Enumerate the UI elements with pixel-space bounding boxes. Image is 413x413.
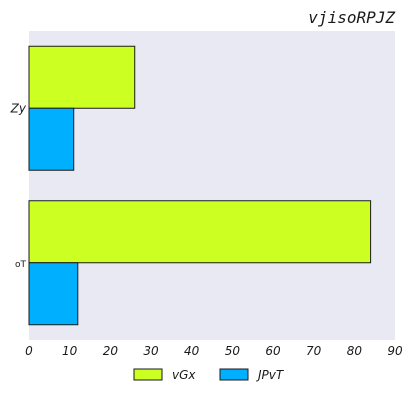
- bar-JPvT-Zy: [28, 107, 75, 171]
- x-tick-labels: 0 10 20 30 40 50 60 70 80 90: [25, 344, 403, 358]
- bars-group: [28, 45, 372, 326]
- x-tick-label: 50: [225, 344, 241, 358]
- chart-title: vjisoRPJZ: [308, 8, 395, 27]
- x-tick-label: 20: [103, 344, 119, 358]
- x-tick-label: 10: [62, 344, 78, 358]
- legend-swatch-vGx: [133, 368, 163, 381]
- x-tick-label: 0: [25, 344, 33, 358]
- legend-label-JPvT: JPvT: [256, 368, 285, 382]
- x-tick-label: 90: [387, 344, 403, 358]
- bar-JPvT-oT: [28, 262, 79, 326]
- y-tick-label: Zy: [10, 101, 27, 115]
- bar-vGx-Zy: [28, 45, 136, 109]
- x-tick-label: 70: [306, 344, 322, 358]
- x-tick-label: 30: [143, 344, 159, 358]
- y-tick-labels: Zy oT: [10, 101, 27, 270]
- x-tick-label: 60: [265, 344, 281, 358]
- legend: vGx JPvT: [133, 368, 285, 382]
- y-tick-label: oT: [15, 260, 27, 270]
- bar-vGx-oT: [28, 200, 372, 264]
- legend-label-vGx: vGx: [172, 368, 196, 382]
- x-tick-label: 80: [347, 344, 363, 358]
- x-tick-label: 40: [184, 344, 200, 358]
- legend-swatch-JPvT: [219, 368, 249, 381]
